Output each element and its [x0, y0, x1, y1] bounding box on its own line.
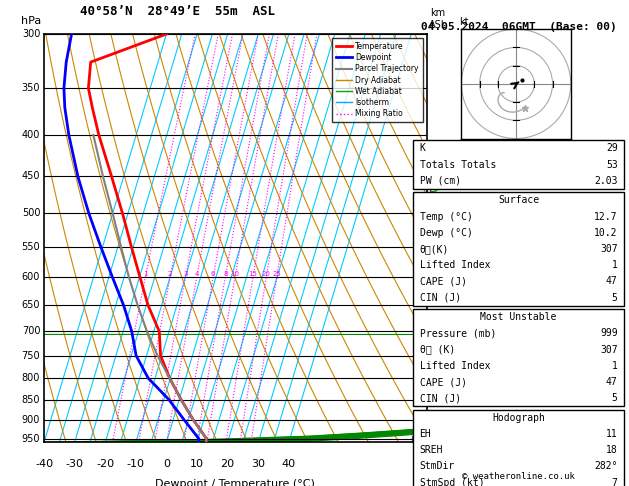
Text: 1: 1 [612, 260, 618, 270]
Text: Pressure (mb): Pressure (mb) [420, 329, 496, 338]
Text: CIN (J): CIN (J) [420, 393, 460, 403]
Bar [413, 309, 624, 406]
Text: 2: 2 [168, 271, 172, 278]
Bar [413, 140, 624, 189]
Text: 800: 800 [22, 373, 40, 383]
Text: 1: 1 [612, 361, 618, 371]
Text: 750: 750 [21, 350, 40, 361]
Text: 8: 8 [223, 271, 228, 278]
Text: 15: 15 [248, 271, 257, 278]
Text: -6: -6 [427, 188, 437, 198]
Text: EH: EH [420, 429, 431, 439]
Text: -5: -5 [427, 235, 437, 245]
Text: 0: 0 [163, 459, 170, 469]
Text: θᴇ (K): θᴇ (K) [420, 345, 455, 355]
Text: Most Unstable: Most Unstable [481, 312, 557, 322]
Text: 47: 47 [606, 377, 618, 387]
Text: 300: 300 [22, 29, 40, 39]
Text: 950: 950 [22, 434, 40, 444]
Text: -1: -1 [427, 414, 437, 424]
Text: 307: 307 [600, 244, 618, 254]
Legend: Temperature, Dewpoint, Parcel Trajectory, Dry Adiabat, Wet Adiabat, Isotherm, Mi: Temperature, Dewpoint, Parcel Trajectory… [333, 38, 423, 122]
Text: Lifted Index: Lifted Index [420, 361, 490, 371]
Text: LCL: LCL [411, 436, 426, 445]
Text: 999: 999 [600, 329, 618, 338]
Text: -4: -4 [427, 281, 437, 291]
Text: kt: kt [459, 17, 469, 27]
Text: Totals Totals: Totals Totals [420, 159, 496, 170]
Text: Surface: Surface [498, 195, 539, 205]
Text: 400: 400 [22, 130, 40, 140]
Text: -2: -2 [427, 371, 437, 381]
Text: 47: 47 [606, 277, 618, 286]
Text: StmSpd (kt): StmSpd (kt) [420, 478, 484, 486]
Text: 10: 10 [230, 271, 240, 278]
Text: 850: 850 [22, 395, 40, 404]
Text: CAPE (J): CAPE (J) [420, 377, 467, 387]
Text: 1: 1 [143, 271, 148, 278]
Text: 350: 350 [22, 83, 40, 93]
Text: 20: 20 [262, 271, 270, 278]
Text: km
ASL: km ASL [429, 8, 447, 30]
Bar [413, 410, 624, 486]
Text: 550: 550 [21, 242, 40, 252]
Text: 4: 4 [194, 271, 199, 278]
Text: 3: 3 [183, 271, 187, 278]
Text: CIN (J): CIN (J) [420, 293, 460, 303]
Text: 18: 18 [606, 445, 618, 455]
Text: 7: 7 [612, 478, 618, 486]
Text: © weatheronline.co.uk: © weatheronline.co.uk [462, 472, 576, 481]
Text: 500: 500 [22, 208, 40, 218]
Text: SREH: SREH [420, 445, 443, 455]
Text: 900: 900 [22, 415, 40, 425]
Text: 307: 307 [600, 345, 618, 355]
Text: hPa: hPa [21, 16, 42, 26]
Text: Hodograph: Hodograph [492, 413, 545, 423]
Text: -7: -7 [427, 139, 437, 150]
Text: 04.05.2024  06GMT  (Base: 00): 04.05.2024 06GMT (Base: 00) [421, 22, 617, 32]
Text: 29: 29 [606, 143, 618, 153]
Text: 11: 11 [606, 429, 618, 439]
Text: PW (cm): PW (cm) [420, 176, 460, 186]
Text: 25: 25 [272, 271, 281, 278]
Text: 650: 650 [22, 300, 40, 311]
Text: Mixing Ratio (g/kg): Mixing Ratio (g/kg) [448, 192, 459, 284]
Text: 40°58’N  28°49’E  55m  ASL: 40°58’N 28°49’E 55m ASL [81, 5, 276, 17]
Text: 282°: 282° [594, 462, 618, 471]
Text: 10.2: 10.2 [594, 228, 618, 238]
Text: K: K [420, 143, 425, 153]
Text: -30: -30 [65, 459, 84, 469]
Text: 2.03: 2.03 [594, 176, 618, 186]
Text: 30: 30 [251, 459, 265, 469]
Text: -20: -20 [96, 459, 114, 469]
Text: CAPE (J): CAPE (J) [420, 277, 467, 286]
Text: Dewp (°C): Dewp (°C) [420, 228, 472, 238]
Text: 700: 700 [22, 327, 40, 336]
Text: 5: 5 [612, 393, 618, 403]
Bar [413, 192, 624, 306]
Text: 40: 40 [282, 459, 296, 469]
Text: 53: 53 [606, 159, 618, 170]
Text: -3: -3 [427, 327, 437, 336]
Text: 20: 20 [221, 459, 235, 469]
Text: 6: 6 [211, 271, 216, 278]
Text: 12.7: 12.7 [594, 211, 618, 222]
Text: θᴇ(K): θᴇ(K) [420, 244, 449, 254]
Text: Temp (°C): Temp (°C) [420, 211, 472, 222]
Text: -10: -10 [127, 459, 145, 469]
Text: 5: 5 [612, 293, 618, 303]
Text: 600: 600 [22, 272, 40, 282]
Text: -40: -40 [35, 459, 53, 469]
Text: StmDir: StmDir [420, 462, 455, 471]
Text: Dewpoint / Temperature (°C): Dewpoint / Temperature (°C) [155, 479, 315, 486]
Text: Lifted Index: Lifted Index [420, 260, 490, 270]
Text: 450: 450 [22, 172, 40, 181]
Text: 10: 10 [190, 459, 204, 469]
